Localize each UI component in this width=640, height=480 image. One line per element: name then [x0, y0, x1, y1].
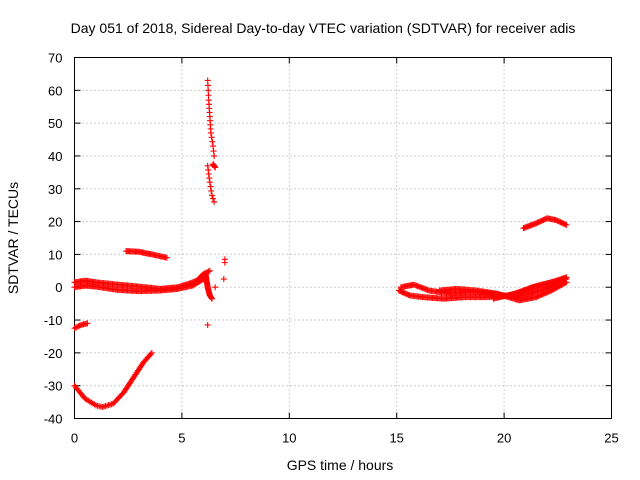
x-tick-label: 0	[71, 431, 78, 446]
plot-frame	[74, 57, 612, 419]
data-point	[71, 325, 78, 332]
data-point	[148, 349, 155, 356]
data-point	[221, 256, 228, 263]
x-tick-label: 5	[178, 431, 185, 446]
data-point	[74, 323, 81, 330]
series-trace-pluses-low	[202, 271, 215, 302]
data-point	[204, 321, 211, 328]
y-tick-label: 40	[48, 149, 62, 164]
x-tick-label: 15	[389, 431, 403, 446]
series-trace-twenty	[520, 215, 570, 232]
data-point	[76, 322, 83, 329]
series-trace-right-d	[490, 274, 570, 302]
data-point	[210, 195, 217, 202]
data-point	[562, 279, 569, 286]
series-trace-minus12	[71, 320, 91, 332]
y-tick-label: 50	[48, 116, 62, 131]
y-axis-title: SDTVAR / TECUs	[5, 182, 21, 294]
grid	[74, 57, 612, 419]
data-point	[563, 274, 570, 281]
series-trace-spike-upper	[204, 77, 218, 159]
series-trace-ten	[123, 248, 170, 261]
data-points	[71, 77, 570, 411]
data-point	[163, 254, 170, 261]
axis-ticks: 0 5 10 15 20 25 -40 -30 -20 -10 0 10 20 30 40 50 60 70	[44, 51, 619, 446]
data-point	[208, 295, 215, 302]
y-tick-label: -10	[44, 313, 63, 328]
y-tick-label: -40	[44, 412, 63, 427]
y-tick-label: 20	[48, 215, 62, 230]
y-tick-label: 0	[55, 280, 62, 295]
y-tick-label: -30	[44, 379, 63, 394]
series-trace-spike-mid	[210, 161, 219, 171]
chart-title: Day 051 of 2018, Sidereal Day-to-day VTE…	[71, 20, 576, 36]
y-tick-label: 60	[48, 83, 62, 98]
data-point	[206, 179, 213, 186]
x-tick-label: 25	[604, 431, 618, 446]
y-tick-label: 30	[48, 182, 62, 197]
x-tick-label: 20	[497, 431, 511, 446]
data-point	[211, 152, 218, 159]
data-point	[207, 183, 214, 190]
data-point	[220, 276, 227, 283]
data-point	[75, 323, 82, 330]
data-point	[84, 320, 91, 327]
data-point	[72, 324, 79, 331]
data-point	[208, 187, 215, 194]
data-point	[205, 268, 212, 275]
y-tick-label: 70	[48, 51, 62, 66]
series-trace-low-dip	[71, 349, 155, 411]
y-tick-label: -20	[44, 346, 63, 361]
x-axis-title: GPS time / hours	[287, 457, 394, 473]
data-point	[206, 267, 213, 274]
data-point	[212, 284, 219, 291]
data-point	[212, 164, 219, 171]
data-point	[207, 129, 214, 136]
series-trace-spike-lower	[204, 162, 218, 205]
data-point	[209, 138, 216, 145]
data-point	[211, 198, 218, 205]
data-point	[208, 192, 215, 199]
data-point	[563, 221, 570, 228]
data-point	[147, 351, 154, 358]
y-tick-label: 10	[48, 247, 62, 262]
series-scattered	[204, 256, 228, 328]
data-point	[208, 134, 215, 141]
x-tick-label: 10	[282, 431, 296, 446]
